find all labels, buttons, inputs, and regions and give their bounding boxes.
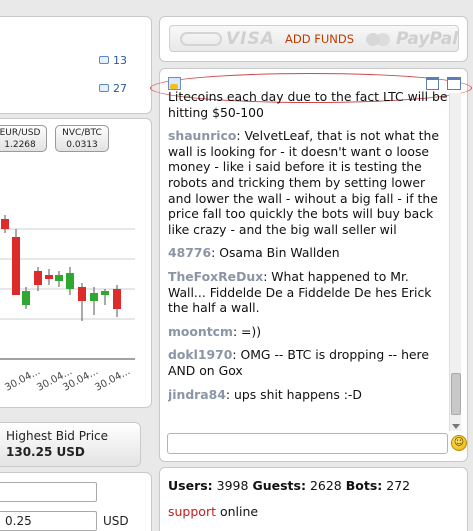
bots-label: Bots: [345, 478, 383, 493]
ticker-value: 1.2268 [4, 140, 36, 150]
chat-message: TheFoxReDux: What happened to Mr. Wall..… [168, 269, 448, 316]
support-link[interactable]: support [168, 504, 216, 519]
chat-username[interactable]: jindra84 [168, 386, 226, 402]
chat-messages: Litecoins each day due to the fact LTC w… [168, 89, 448, 426]
ticker-value: 0.0313 [66, 140, 98, 150]
candle-body [12, 237, 20, 295]
amount-input[interactable] [0, 482, 97, 502]
funds-panel: VISA ADD FUNDS PayPal [159, 16, 468, 62]
chat-text: : OMG -- BTC is dropping -- here AND on … [168, 347, 430, 378]
highest-bid-label: Highest Bid Price [6, 429, 109, 443]
chat-message-input[interactable] [167, 433, 448, 454]
chat-message: Litecoins each day due to the fact LTC w… [168, 89, 448, 120]
chat-username[interactable]: TheFoxReDux [168, 268, 264, 284]
candle-body [22, 291, 30, 305]
scrollbar-thumb[interactable] [451, 373, 461, 415]
candle-body [113, 289, 121, 309]
visa-logo: VISA [180, 29, 275, 49]
chat-text: Litecoins each day due to the fact LTC w… [168, 89, 448, 120]
chat-scrollbar[interactable] [449, 93, 461, 431]
online-stats-panel: Users: 3998 Guests: 2628 Bots: 272 suppo… [159, 467, 468, 531]
chat-message: 48776: Osama Bin Wallden [168, 245, 448, 261]
support-status: support online [168, 504, 258, 519]
bots-count: 272 [386, 478, 411, 493]
price-input[interactable]: 0.25 [0, 511, 97, 531]
ticker-nvc-btc[interactable]: NVC/BTC 0.0313 [55, 125, 109, 152]
guests-label: Guests: [252, 478, 306, 493]
add-funds-button[interactable]: VISA ADD FUNDS PayPal [169, 25, 459, 52]
candle-body [34, 271, 42, 285]
comment-icon [99, 56, 109, 64]
ticker-pair: EUR/USD [0, 128, 41, 138]
chat-username[interactable]: 48776 [168, 245, 212, 261]
chart-x-label: 30.04... [3, 366, 42, 394]
chat-edit-icon[interactable] [168, 77, 181, 90]
chat-text: : Osama Bin Wallden [211, 245, 340, 261]
candle-body [55, 275, 63, 281]
comment-count-value: 13 [113, 54, 127, 67]
chat-message: shaunrico: VelvetLeaf, that is not what … [168, 128, 448, 237]
price-chart-panel: EUR/USD 1.2268 NVC/BTC 0.0313 30.04... 3… [0, 118, 152, 408]
comment-count-value: 27 [113, 82, 127, 95]
users-label: Users: [168, 478, 213, 493]
chat-username[interactable]: shaunrico [168, 128, 237, 144]
candle-body [1, 219, 9, 229]
users-count: 3998 [216, 478, 249, 493]
chat-panel: Litecoins each day due to the fact LTC w… [150, 68, 472, 462]
guests-count: 2628 [309, 478, 342, 493]
popout-window-icon[interactable] [447, 77, 461, 90]
scroll-down-arrow-icon[interactable] [452, 424, 460, 429]
chat-text: : ups shit happens :-D [225, 386, 362, 402]
new-window-icon[interactable] [426, 77, 439, 90]
candle-body [90, 293, 98, 301]
annotation-oval [150, 73, 472, 103]
ticker-pair: NVC/BTC [62, 128, 102, 138]
chat-username[interactable]: dokl1970 [168, 347, 233, 363]
comment-count[interactable]: 27 [99, 82, 127, 95]
candle-body [66, 273, 74, 289]
highest-bid-value: 130.25 USD [6, 445, 85, 459]
chat-text: : =)) [232, 323, 262, 339]
comment-icon [99, 84, 109, 92]
news-panel: 13 27 [0, 16, 152, 114]
chat-text: : VelvetLeaf, that is not what the wall … [168, 128, 439, 237]
paypal-logo: PayPal [396, 29, 459, 49]
highest-bid-box[interactable]: Highest Bid Price 130.25 USD [0, 422, 141, 467]
support-status-text: online [219, 504, 259, 519]
chat-message: moontcm: =)) [168, 324, 448, 340]
chart-x-label: 30.04... [93, 366, 132, 394]
candlestick-chart: 30.04... 30.04... 30.04... 30.04... [0, 215, 135, 394]
ticker-eur-usd[interactable]: EUR/USD 1.2268 [0, 125, 47, 152]
online-stats: Users: 3998 Guests: 2628 Bots: 272 [168, 478, 410, 493]
chat-text: : What happened to Mr. Wall... Fiddelde … [168, 268, 432, 316]
candle-body [45, 275, 53, 279]
comment-count[interactable]: 13 [99, 54, 127, 67]
candle-body [78, 287, 86, 301]
add-funds-label: ADD FUNDS [285, 32, 355, 46]
mastercard-icon [366, 33, 392, 46]
price-currency-label: USD [103, 514, 129, 528]
chat-message: jindra84: ups shit happens :-D [168, 387, 448, 403]
smiley-icon[interactable]: ☺ [451, 435, 467, 451]
chat-message: dokl1970: OMG -- BTC is dropping -- here… [168, 347, 448, 378]
candle-body [101, 291, 109, 295]
chat-username[interactable]: moontcm [168, 323, 233, 339]
